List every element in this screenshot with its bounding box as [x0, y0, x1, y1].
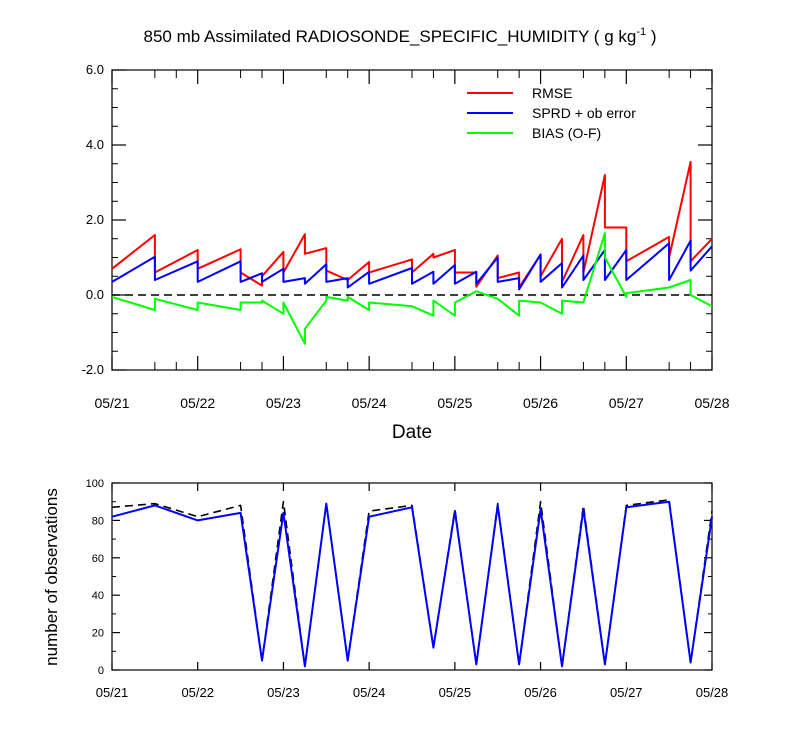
chart-title: 850 mb Assimilated RADIOSONDE_SPECIFIC_H…: [144, 26, 657, 46]
bottom-chart: 0 20 40 60 80 100 05/21 05/22 05/23 05/24 05/25 05/…: [86, 478, 729, 700]
legend: RMSE SPRD + ob error BIAS (O-F): [467, 85, 636, 141]
y-tick-label: 0: [98, 665, 104, 677]
y-tick-label: 0.0: [86, 287, 104, 302]
legend-label-sprd-ob-error: SPRD + ob error: [532, 105, 636, 121]
series-line-assimilated: [111, 500, 713, 668]
series-line-possible: [111, 498, 713, 668]
y-tick-label: -2.0: [82, 362, 104, 377]
x-tick-label: 05/21: [94, 395, 129, 411]
y-axis-label-observations: number of observations: [42, 488, 61, 666]
y-tick-label: 100: [86, 478, 104, 490]
x-tick-label: 05/28: [696, 685, 729, 700]
y-tick-label: 4.0: [86, 137, 104, 152]
title-suffix: ): [646, 27, 656, 46]
x-axis-label: Date: [392, 422, 432, 443]
top-chart: -2.0 0.0 2.0 4.0 6.0 05/21 05/22 05/23 05/24 05/2…: [82, 62, 730, 411]
x-tick-label: 05/23: [266, 395, 301, 411]
x-tick-label: 05/22: [181, 685, 214, 700]
y-tick-label: 2.0: [86, 212, 104, 227]
legend-label-bias-o-f: BIAS (O-F): [532, 125, 601, 141]
y-tick-label: 40: [92, 590, 104, 602]
series-line-sprd-ob-error: [111, 239, 713, 291]
x-tick-label: 05/23: [267, 685, 300, 700]
x-tick-label: 05/22: [180, 395, 215, 411]
legend-label-rmse: RMSE: [532, 85, 572, 101]
x-tick-label: 05/25: [437, 395, 472, 411]
x-tick-label: 05/25: [439, 685, 472, 700]
x-tick-label: 05/26: [523, 395, 558, 411]
x-tick-label: 05/27: [610, 685, 643, 700]
y-tick-label: 20: [92, 628, 104, 640]
x-tick-label: 05/26: [524, 685, 557, 700]
series-line-bias-o-f: [111, 232, 713, 345]
x-tick-label: 05/24: [352, 395, 387, 411]
x-tick-label: 05/28: [694, 395, 729, 411]
title-superscript: -1: [636, 26, 646, 38]
y-tick-label: 60: [92, 553, 104, 565]
y-tick-label: 6.0: [86, 62, 104, 77]
x-tick-label: 05/21: [96, 685, 129, 700]
y-tick-label: 80: [92, 515, 104, 527]
x-tick-label: 05/24: [353, 685, 386, 700]
x-tick-label: 05/27: [609, 395, 644, 411]
